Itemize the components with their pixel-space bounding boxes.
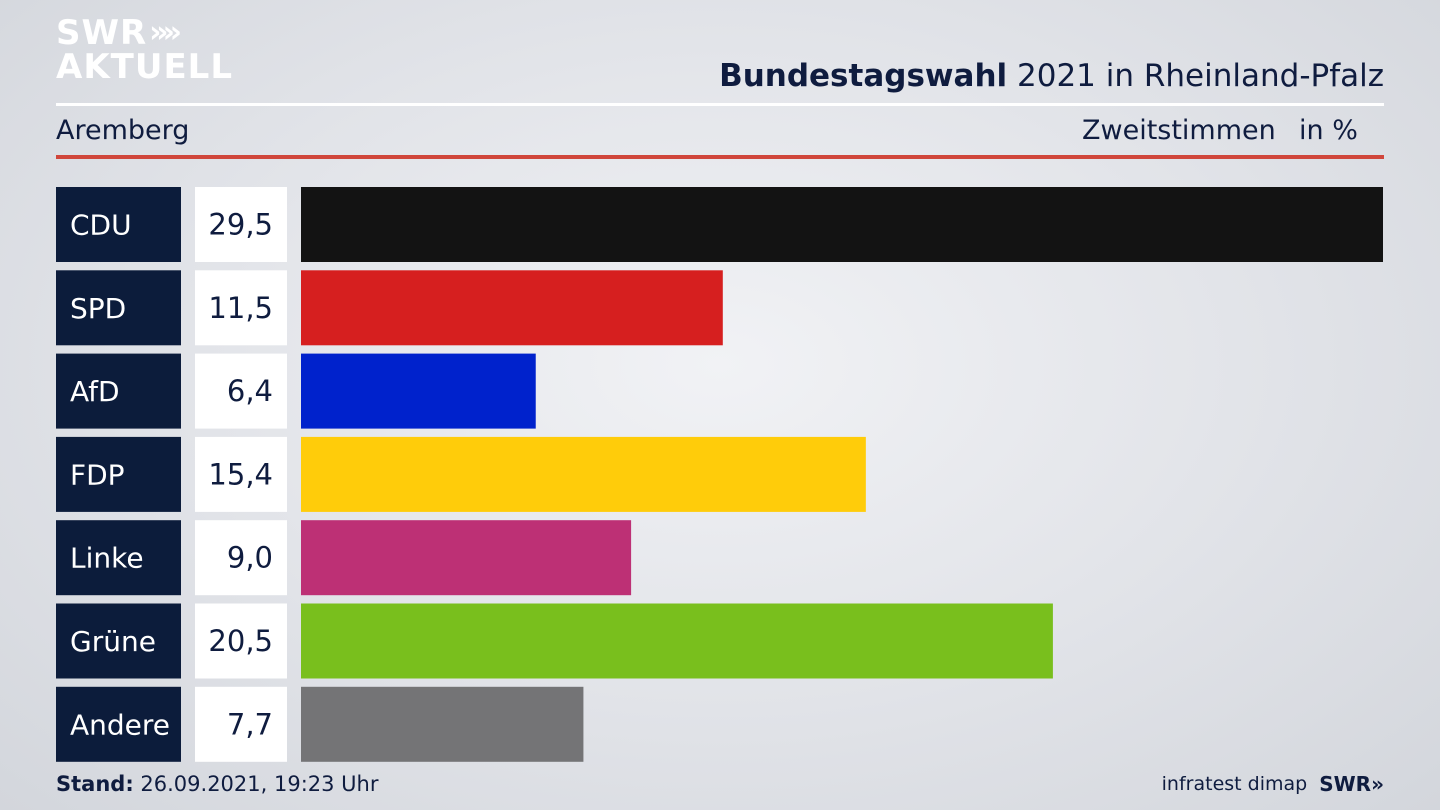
value-box-cdu xyxy=(195,187,287,262)
bar-linke xyxy=(301,520,632,596)
value-box-afd xyxy=(195,353,287,429)
value-label-linke: 9,0 xyxy=(227,541,273,575)
value-box-andere xyxy=(195,686,287,762)
value-box-spd xyxy=(195,270,287,346)
measure-label: Zweitstimmen xyxy=(1082,115,1276,146)
bar-gr-ne xyxy=(301,603,1053,679)
region-name: Aremberg xyxy=(56,115,190,146)
value-label-spd: 11,5 xyxy=(208,291,273,325)
party-label-box-fdp xyxy=(56,436,181,512)
party-label-linke: Linke xyxy=(70,542,144,575)
value-label-afd: 6,4 xyxy=(227,374,273,408)
value-label-cdu: 29,5 xyxy=(208,208,273,242)
value-box-linke xyxy=(195,520,287,596)
party-label-fdp: FDP xyxy=(70,458,125,491)
stand-label: Stand: xyxy=(56,772,134,796)
bar-spd xyxy=(301,270,723,346)
logo-aktuell-text: AKTUELL xyxy=(56,47,234,87)
value-box-gr-ne xyxy=(195,603,287,679)
party-label-afd: AfD xyxy=(70,375,120,408)
logo-swr-text: SWR xyxy=(56,13,148,53)
party-label-andere: Andere xyxy=(70,708,170,741)
party-label-box-gr-ne xyxy=(56,603,181,679)
party-label-box-spd xyxy=(56,270,181,346)
header-divider xyxy=(56,103,1384,106)
swr-aktuell-logo: SWR»» AKTUELL xyxy=(56,13,234,87)
page-title: Bundestagswahl 2021 in Rheinland-Pfalz xyxy=(719,58,1384,94)
party-label-spd: SPD xyxy=(70,292,126,325)
value-box-fdp xyxy=(195,436,287,512)
stand-value: 26.09.2021, 19:23 Uhr xyxy=(133,772,379,796)
bar-cdu xyxy=(301,187,1383,262)
title-rest: 2021 in Rheinland-Pfalz xyxy=(1007,58,1384,94)
footer-credits: infratest dimap SWR» xyxy=(1162,772,1384,796)
swr-footer-logo: SWR» xyxy=(1319,772,1384,796)
unit-label: in % xyxy=(1299,115,1358,146)
accent-divider xyxy=(56,155,1384,159)
bar-andere xyxy=(301,686,584,762)
title-bold: Bundestagswahl xyxy=(719,58,1008,94)
party-label-cdu: CDU xyxy=(70,209,132,242)
bar-fdp xyxy=(301,436,866,512)
party-label-box-cdu xyxy=(56,187,181,262)
party-label-box-linke xyxy=(56,520,181,596)
party-label-gr-ne: Grüne xyxy=(70,625,156,658)
data-source: infratest dimap xyxy=(1161,773,1308,795)
value-label-gr-ne: 20,5 xyxy=(208,624,273,658)
value-label-andere: 7,7 xyxy=(227,707,273,741)
bar-afd xyxy=(301,353,536,429)
party-label-box-afd xyxy=(56,353,181,429)
timestamp: Stand: 26.09.2021, 19:23 Uhr xyxy=(56,772,379,796)
party-label-box-andere xyxy=(56,686,181,762)
value-label-fdp: 15,4 xyxy=(208,457,273,491)
